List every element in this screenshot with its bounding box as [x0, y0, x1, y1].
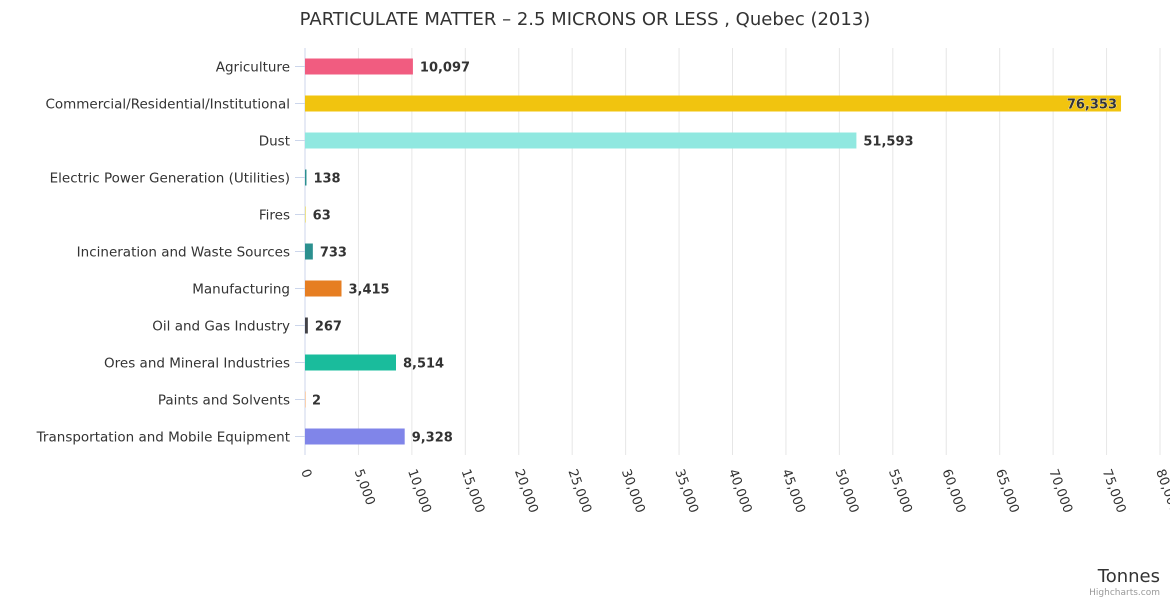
data-label: 8,514: [403, 357, 444, 372]
data-label: 267: [315, 320, 342, 335]
category-label: Incineration and Waste Sources: [77, 245, 290, 261]
bar[interactable]: [305, 280, 342, 297]
x-tick-label: 80,000: [1152, 467, 1170, 515]
category-label: Commercial/Residential/Institutional: [45, 97, 290, 113]
data-labels: 10,097 76,353 51,593 138 63 733 3,415 267 8,514 2…: [312, 61, 1117, 446]
bar[interactable]: [305, 206, 306, 223]
bar[interactable]: [305, 243, 313, 260]
bar[interactable]: [305, 169, 307, 186]
x-tick-label: 45,000: [778, 467, 808, 515]
x-axis-title: Tonnes: [1097, 566, 1160, 587]
category-label: Ores and Mineral Industries: [104, 356, 290, 372]
category-label: Agriculture: [216, 60, 290, 76]
bar[interactable]: [305, 391, 306, 408]
category-label: Fires: [259, 208, 290, 224]
x-tick-labels: 0 5,000 10,000 15,000 20,000 25,000 30,000 35,0…: [297, 467, 1170, 515]
category-label: Paints and Solvents: [158, 393, 290, 409]
x-tick-label: 70,000: [1045, 467, 1075, 515]
category-label: Dust: [259, 134, 290, 150]
data-label: 76,353: [1067, 98, 1117, 113]
x-tick-label: 10,000: [404, 467, 434, 515]
x-tick-label: 25,000: [564, 467, 594, 515]
bars: [305, 58, 1122, 445]
chart-title: PARTICULATE MATTER – 2.5 MICRONS OR LESS…: [300, 9, 871, 30]
bar[interactable]: [305, 132, 857, 149]
category-label: Manufacturing: [192, 282, 290, 298]
x-tick-label: 65,000: [992, 467, 1022, 515]
x-tick-label: 0: [297, 467, 314, 480]
bar[interactable]: [305, 428, 405, 445]
bar[interactable]: [305, 354, 396, 371]
x-tick-label: 55,000: [885, 467, 915, 515]
x-tick-label: 60,000: [938, 467, 968, 515]
data-label: 10,097: [420, 61, 470, 76]
category-label: Electric Power Generation (Utilities): [50, 171, 290, 187]
bar[interactable]: [305, 95, 1122, 112]
data-label: 733: [320, 246, 347, 261]
data-label: 51,593: [863, 135, 913, 150]
x-tick-label: 75,000: [1099, 467, 1129, 515]
data-label: 138: [313, 172, 340, 187]
x-tick-label: 35,000: [671, 467, 701, 515]
credits-link[interactable]: Highcharts.com: [1089, 588, 1160, 598]
x-tick-label: 50,000: [832, 467, 862, 515]
category-label: Transportation and Mobile Equipment: [36, 430, 290, 446]
x-tick-label: 15,000: [458, 467, 488, 515]
data-label: 63: [313, 209, 331, 224]
category-labels: Agriculture Commercial/Residential/Instit…: [36, 60, 290, 446]
data-label: 2: [312, 394, 321, 409]
x-tick-label: 30,000: [618, 467, 648, 515]
bar[interactable]: [305, 58, 413, 75]
x-tick-label: 20,000: [511, 467, 541, 515]
bar[interactable]: [305, 317, 308, 334]
x-tick-label: 40,000: [725, 467, 755, 515]
x-tick-label: 5,000: [351, 467, 378, 507]
category-label: Oil and Gas Industry: [152, 319, 290, 335]
data-label: 9,328: [412, 431, 453, 446]
data-label: 3,415: [348, 283, 389, 298]
